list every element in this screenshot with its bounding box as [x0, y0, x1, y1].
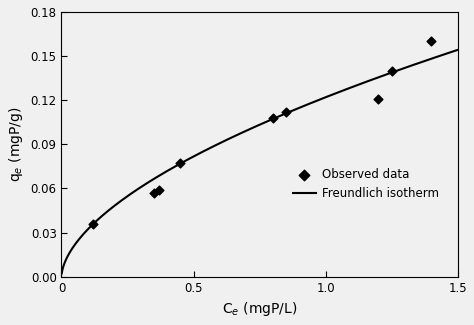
Observed data [155, 187, 163, 192]
Observed data [177, 161, 184, 166]
Observed data [269, 115, 277, 121]
Freundlich isotherm [247, 127, 253, 131]
Observed data [282, 109, 290, 114]
X-axis label: C$_e$ (mgP/L): C$_e$ (mgP/L) [222, 300, 297, 318]
Legend: Observed data, Freundlich isotherm: Observed data, Freundlich isotherm [288, 163, 444, 204]
Observed data [428, 39, 435, 44]
Freundlich isotherm [446, 51, 451, 55]
Observed data [388, 68, 395, 73]
Freundlich isotherm [455, 48, 461, 52]
Freundlich isotherm [249, 126, 255, 130]
Observed data [150, 190, 158, 195]
Observed data [375, 96, 383, 101]
Y-axis label: q$_e$ (mgP/g): q$_e$ (mgP/g) [7, 107, 25, 182]
Observed data [90, 221, 97, 226]
Line: Freundlich isotherm: Freundlich isotherm [62, 50, 458, 273]
Freundlich isotherm [59, 271, 64, 275]
Freundlich isotherm [273, 116, 279, 120]
Freundlich isotherm [383, 72, 389, 76]
Freundlich isotherm [295, 107, 301, 111]
